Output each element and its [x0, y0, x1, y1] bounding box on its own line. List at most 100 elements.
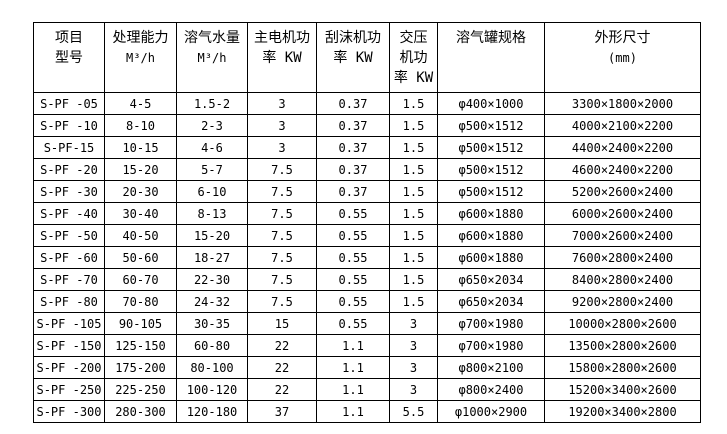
table-cell-dimensions: 4600×2400×2200	[544, 158, 701, 181]
table-cell-scraper: 1.1	[316, 334, 390, 357]
table-row: S-PF -105 90-105 30-35 15 0.55 3 φ700×1980 1000…	[33, 312, 701, 335]
header-cell-model: 项目 型号	[33, 22, 105, 93]
table-cell-main_motor: 7.5	[247, 224, 317, 247]
table-cell-scraper: 0.55	[316, 312, 390, 335]
table-cell-air_water: 24-32	[176, 290, 248, 313]
header-line: 溶气罐规格	[456, 30, 526, 46]
table-body: S-PF -05 4-5 1.5-2 3 0.37 1.5 φ400×1000 3300×18…	[33, 92, 701, 423]
table-row: S-PF -70 60-70 22-30 7.5 0.55 1.5 φ650×2034 840…	[33, 268, 701, 291]
table-cell-scraper: 0.55	[316, 268, 390, 291]
table-cell-main_motor: 7.5	[247, 290, 317, 313]
table-cell-compressor: 1.5	[389, 224, 438, 247]
table-row: S-PF -200 175-200 80-100 22 1.1 3 φ800×2100 158…	[33, 356, 701, 379]
header-line: 项目	[55, 30, 83, 46]
table-cell-dimensions: 13500×2800×2600	[544, 334, 701, 357]
table-row: S-PF -50 40-50 15-20 7.5 0.55 1.5 φ600×1880 700…	[33, 224, 701, 247]
table-cell-model: S-PF -150	[33, 334, 105, 357]
table-cell-air_water: 100-120	[176, 378, 248, 401]
header-line: 交压	[399, 30, 428, 46]
table-cell-scraper: 0.55	[316, 224, 390, 247]
table-cell-main_motor: 22	[247, 334, 317, 357]
table-row: S-PF -20 15-20 5-7 7.5 0.37 1.5 φ500×1512 4600×…	[33, 158, 701, 181]
table-cell-capacity: 40-50	[104, 224, 177, 247]
table-row: S-PF -150 125-150 60-80 22 1.1 3 φ700×1980 1350…	[33, 334, 701, 357]
table-cell-model: S-PF-15	[33, 136, 105, 159]
table-cell-tank_spec: φ500×1512	[437, 114, 545, 137]
table-cell-air_water: 15-20	[176, 224, 248, 247]
table-cell-main_motor: 37	[247, 400, 317, 423]
table-cell-compressor: 1.5	[389, 290, 438, 313]
table-cell-compressor: 1.5	[389, 158, 438, 181]
table-cell-model: S-PF -50	[33, 224, 105, 247]
table-cell-main_motor: 3	[247, 114, 317, 137]
table-cell-capacity: 50-60	[104, 246, 177, 269]
table-cell-compressor: 3	[389, 378, 438, 401]
table-cell-model: S-PF -05	[33, 92, 105, 115]
table-cell-air_water: 1.5-2	[176, 92, 248, 115]
table-cell-air_water: 18-27	[176, 246, 248, 269]
table-cell-capacity: 225-250	[104, 378, 177, 401]
table-cell-tank_spec: φ500×1512	[437, 180, 545, 203]
table-cell-model: S-PF -105	[33, 312, 105, 335]
table-cell-main_motor: 3	[247, 92, 317, 115]
table-cell-scraper: 1.1	[316, 356, 390, 379]
table-row: S-PF -10 8-10 2-3 3 0.37 1.5 φ500×1512 4000×210…	[33, 114, 701, 137]
table-cell-dimensions: 15200×3400×2600	[544, 378, 701, 401]
table-cell-air_water: 22-30	[176, 268, 248, 291]
table-header: 项目 型号 处理能力 M³/h 溶气水量 M³/h 主电机功率 KW 刮沫机功率 KW 交压 机功…	[33, 22, 701, 93]
table-row: S-PF -300 280-300 120-180 37 1.1 5.5 φ1000×290…	[33, 400, 701, 423]
table-cell-tank_spec: φ500×1512	[437, 136, 545, 159]
table-cell-main_motor: 7.5	[247, 246, 317, 269]
table-row: S-PF -40 30-40 8-13 7.5 0.55 1.5 φ600×1880 6000…	[33, 202, 701, 225]
table-cell-air_water: 4-6	[176, 136, 248, 159]
table-cell-capacity: 175-200	[104, 356, 177, 379]
table-cell-air_water: 80-100	[176, 356, 248, 379]
table-cell-dimensions: 8400×2800×2400	[544, 268, 701, 291]
table-cell-compressor: 1.5	[389, 202, 438, 225]
table-cell-air_water: 30-35	[176, 312, 248, 335]
header-line: M³/h	[126, 51, 155, 65]
table-cell-air_water: 6-10	[176, 180, 248, 203]
table-cell-capacity: 90-105	[104, 312, 177, 335]
table-cell-tank_spec: φ400×1000	[437, 92, 545, 115]
table-row: S-PF -60 50-60 18-27 7.5 0.55 1.5 φ600×1880 760…	[33, 246, 701, 269]
table-cell-scraper: 0.37	[316, 92, 390, 115]
table-cell-air_water: 2-3	[176, 114, 248, 137]
table-row: S-PF-15 10-15 4-6 3 0.37 1.5 φ500×1512 4400×240…	[33, 136, 701, 159]
table-cell-tank_spec: φ700×1980	[437, 334, 545, 357]
table-cell-compressor: 5.5	[389, 400, 438, 423]
table-cell-capacity: 70-80	[104, 290, 177, 313]
header-line: 外形尺寸	[594, 30, 651, 46]
table-cell-main_motor: 22	[247, 378, 317, 401]
table-row: S-PF -80 70-80 24-32 7.5 0.55 1.5 φ650×2034 920…	[33, 290, 701, 313]
table-cell-air_water: 5-7	[176, 158, 248, 181]
header-cell-dimensions: 外形尺寸 (mm)	[544, 22, 701, 93]
header-cell-air_water: 溶气水量 M³/h	[176, 22, 248, 93]
table-cell-compressor: 1.5	[389, 136, 438, 159]
table-cell-dimensions: 5200×2600×2400	[544, 180, 701, 203]
table-cell-dimensions: 9200×2800×2400	[544, 290, 701, 313]
header-line: 主电机功	[254, 30, 310, 46]
table-cell-compressor: 3	[389, 312, 438, 335]
header-line: M³/h	[197, 51, 227, 65]
header-line: 溶气水量	[184, 30, 240, 46]
table-cell-scraper: 0.37	[316, 158, 390, 181]
table-cell-main_motor: 7.5	[247, 158, 317, 181]
table-cell-capacity: 8-10	[104, 114, 177, 137]
table-cell-main_motor: 7.5	[247, 180, 317, 203]
table-cell-scraper: 0.55	[316, 290, 390, 313]
table-cell-main_motor: 7.5	[247, 202, 317, 225]
table-row: S-PF -05 4-5 1.5-2 3 0.37 1.5 φ400×1000 3300×18…	[33, 92, 701, 115]
table-cell-air_water: 60-80	[176, 334, 248, 357]
table-cell-model: S-PF -20	[33, 158, 105, 181]
table-cell-tank_spec: φ700×1980	[437, 312, 545, 335]
table-cell-capacity: 15-20	[104, 158, 177, 181]
table-cell-model: S-PF -80	[33, 290, 105, 313]
table-cell-tank_spec: φ800×2100	[437, 356, 545, 379]
table-cell-dimensions: 4400×2400×2200	[544, 136, 701, 159]
header-line: 型号	[55, 50, 83, 66]
header-cell-main_motor: 主电机功率 KW	[247, 22, 317, 93]
table-cell-tank_spec: φ600×1880	[437, 246, 545, 269]
table-cell-compressor: 3	[389, 356, 438, 379]
